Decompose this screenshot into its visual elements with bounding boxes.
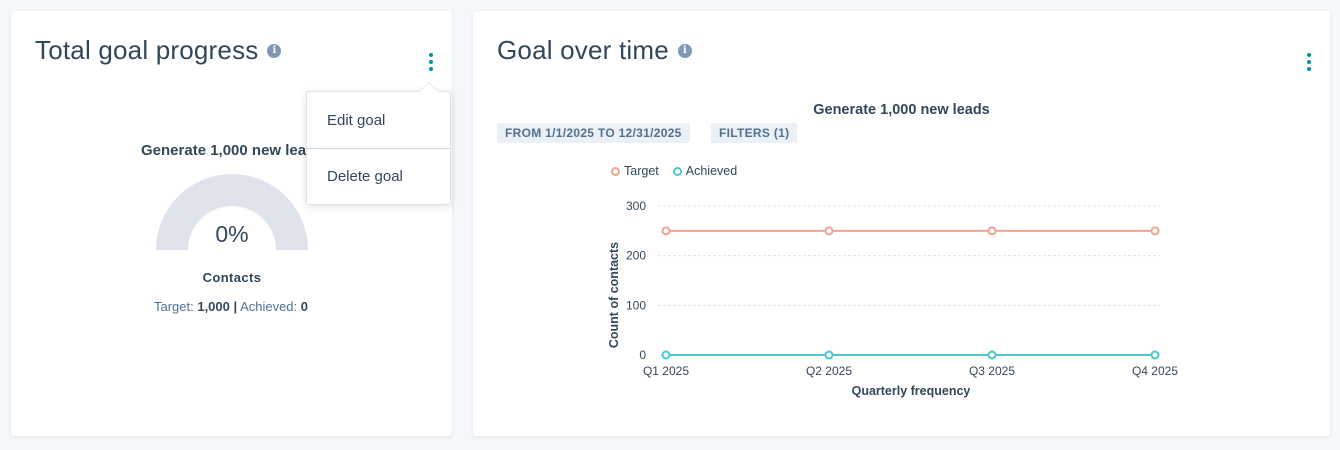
info-icon[interactable]: i xyxy=(267,43,282,58)
data-point-achieved[interactable] xyxy=(824,350,834,360)
x-axis-title: Quarterly frequency xyxy=(852,384,971,398)
goal-over-time-card: Goal over time i Generate 1,000 new lead… xyxy=(473,11,1330,436)
legend-item-target[interactable]: Target xyxy=(611,164,659,178)
data-point-achieved[interactable] xyxy=(987,350,997,360)
x-tick-label: Q1 2025 xyxy=(643,364,689,378)
card-menu-button[interactable] xyxy=(423,51,439,73)
date-range-chip[interactable]: FROM 1/1/2025 TO 12/31/2025 xyxy=(497,123,690,143)
goal-actions-dropdown: Edit goal Delete goal xyxy=(306,82,451,205)
x-tick-label: Q4 2025 xyxy=(1132,364,1178,378)
edit-goal-menu-item[interactable]: Edit goal xyxy=(327,111,386,129)
card-title-text: Goal over time xyxy=(497,35,669,65)
data-point-achieved[interactable] xyxy=(661,350,671,360)
legend-item-achieved[interactable]: Achieved xyxy=(672,164,738,178)
y-axis: 0 100 200 300 xyxy=(626,199,646,362)
gauge-metric-label: Contacts xyxy=(202,270,262,285)
chart-legend: Target Achieved xyxy=(611,164,737,178)
legend-label: Target xyxy=(624,164,659,178)
y-tick-label: 100 xyxy=(626,298,646,312)
achieved-value: 0 xyxy=(300,299,309,314)
achieved-label: Achieved: xyxy=(240,299,298,314)
total-goal-progress-card: Total goal progress i Generate 1,000 new… xyxy=(11,11,452,436)
x-tick-label: Q3 2025 xyxy=(969,364,1015,378)
gauge-percent: 0% xyxy=(215,221,249,247)
data-point-achieved[interactable] xyxy=(1150,350,1160,360)
card-title: Goal over time i xyxy=(497,35,692,66)
info-icon[interactable]: i xyxy=(677,43,692,58)
kebab-dot-icon xyxy=(429,67,433,71)
y-axis-title: Count of contacts xyxy=(607,242,621,348)
gauge-track xyxy=(156,174,308,250)
card-title: Total goal progress i xyxy=(35,35,282,66)
x-axis: Q1 2025 Q2 2025 Q3 2025 Q4 2025 xyxy=(643,364,1178,378)
kebab-dot-icon xyxy=(1307,67,1311,71)
card-menu-button[interactable] xyxy=(1301,51,1317,73)
progress-gauge xyxy=(156,174,308,250)
stats-separator: | xyxy=(233,299,238,314)
kebab-dot-icon xyxy=(429,60,433,64)
delete-goal-menu-item[interactable]: Delete goal xyxy=(307,148,450,204)
target-label: Target: xyxy=(153,299,194,314)
data-point-target[interactable] xyxy=(824,226,834,236)
target-value: 1,000 xyxy=(197,299,230,314)
data-point-target[interactable] xyxy=(661,226,671,236)
y-tick-label: 0 xyxy=(639,348,646,362)
data-point-target[interactable] xyxy=(1150,226,1160,236)
data-point-target[interactable] xyxy=(987,226,997,236)
y-tick-label: 200 xyxy=(626,249,646,263)
chart-series xyxy=(661,226,1160,360)
kebab-dot-icon xyxy=(429,53,433,57)
y-tick-label: 300 xyxy=(626,199,646,213)
circle-marker-icon xyxy=(611,166,620,176)
filters-chip[interactable]: FILTERS (1) xyxy=(711,123,798,143)
legend-label: Achieved xyxy=(685,164,738,178)
gauge-stats: Target: 1,000 | Achieved: 0 xyxy=(111,299,351,314)
chart-title: Generate 1,000 new leads xyxy=(813,102,990,118)
chart-grid xyxy=(658,205,1160,306)
kebab-dot-icon xyxy=(1307,53,1311,57)
circle-marker-icon xyxy=(672,166,682,176)
x-tick-label: Q2 2025 xyxy=(806,364,852,378)
kebab-dot-icon xyxy=(1307,60,1311,64)
card-title-text: Total goal progress xyxy=(35,35,259,65)
goal-name: Generate 1,000 new leads xyxy=(141,142,324,159)
